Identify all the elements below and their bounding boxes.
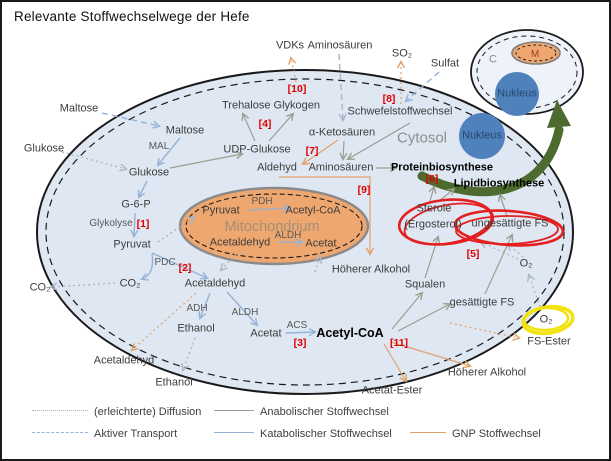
legend-item-gnp: GNP Stoffwechsel (452, 428, 541, 440)
active-transport-arrows (101, 53, 440, 129)
label-acetaldehyd-mito: Acetaldehyd (209, 236, 271, 249)
label-adh-enzyme: ADH (186, 303, 208, 314)
label-alpha-ketosaeuren: α-Ketosäuren (308, 126, 376, 139)
label-proteinbiosynthese: Proteinbiosynthese (390, 161, 494, 174)
marker-2: [2] (178, 261, 192, 274)
label-maltose-in: Maltose (165, 124, 205, 137)
legend-line-gnp (410, 432, 446, 433)
marker-7: [7] (305, 144, 319, 157)
label-ergosterol: (Ergosterol) (404, 218, 462, 231)
legend-item-active-transport: Aktiver Transport (94, 428, 178, 440)
legend-line-catabolic (214, 432, 254, 433)
label-aldh-cytosol-enzyme: ALDH (231, 307, 259, 318)
label-sterole: Sterole (416, 202, 452, 215)
daughter-mitochondrion (511, 41, 561, 65)
label-glukose-in: Glukose (128, 166, 170, 179)
daughter-mitochondrion-inner (515, 44, 557, 62)
label-glykolyse: Glykolyse (89, 218, 133, 229)
label-co2-out: CO₂ (29, 281, 51, 294)
label-nukleus-mother: Nukleus (462, 129, 502, 142)
label-o2-out: O₂ (539, 313, 553, 326)
label-cytosol: Cytosol (396, 129, 448, 147)
label-aldehyd: Aldehyd (257, 161, 297, 174)
legend-line-anabolic (214, 410, 254, 411)
marker-3: [3] (293, 336, 307, 349)
marker-9: [9] (357, 183, 371, 196)
label-acetyl-coa-mito: Acetyl-CoA (285, 204, 341, 217)
label-ethanol-in: Ethanol (177, 322, 215, 335)
label-so2-out: SO₂ (391, 47, 413, 60)
catabolic-arrows (130, 137, 317, 337)
label-acetat-mito: Acetat (305, 237, 337, 250)
marker-11: [11] (389, 336, 409, 349)
annotation-yellow-circle-o2 (521, 304, 575, 336)
legend-line-diffusion (32, 410, 88, 411)
nucleus-large (459, 113, 505, 159)
label-acetaldehyd-cytosol: Acetaldehyd (184, 277, 246, 290)
legend-item-diffusion: (erleichterte) Diffusion (94, 406, 202, 418)
mitochondrion-inner-membrane (185, 193, 363, 259)
marker-5: [5] (466, 247, 480, 260)
label-daughter-cytosol: C (489, 53, 497, 66)
label-ethanol-out: Ethanol (155, 376, 193, 389)
label-o2-in: O₂ (519, 257, 533, 270)
label-gesaettigte-fs: gesättigte FS (449, 296, 515, 309)
label-acs-enzyme: ACS (286, 320, 308, 331)
gnp-arrows (130, 56, 521, 383)
marker-8: [8] (382, 92, 396, 105)
label-aldh-mito-enzyme: ALDH (274, 230, 302, 241)
label-aminosaeuren-in: Aminosäuren (308, 161, 374, 174)
label-squalen: Squalen (404, 278, 446, 291)
label-pdh-enzyme: PDH (251, 196, 273, 207)
label-glukose-out: Glukose (23, 142, 65, 155)
label-schwefelstoffwechsel: Schwefelstoffwechsel (347, 105, 453, 118)
label-mal-enzyme: MAL (148, 141, 170, 152)
mitochondrion-body (178, 186, 370, 266)
legend-line-active-transport (32, 432, 88, 433)
label-co2-in: CO₂ (119, 277, 141, 290)
budding-arrow (417, 100, 571, 197)
label-maltose-out: Maltose (59, 102, 99, 115)
diagram-title: Relevante Stoffwechselwege der Hefe (14, 9, 250, 24)
legend-item-catabolic: Katabolischer Stoffwechsel (260, 428, 392, 440)
marker-4: [4] (258, 117, 272, 130)
label-acetat-ester: Acetat-Ester (361, 384, 423, 397)
annotation-red-circle-unsaturated-fs (453, 209, 565, 247)
label-aminosaeuren-out: Aminosäuren (307, 39, 373, 52)
marker-6: [6] (425, 172, 439, 185)
label-ungesaettigte-fs: ungesättigte FS (471, 217, 549, 230)
nucleus-daughter (495, 72, 539, 116)
legend-item-anabolic: Anabolischer Stoffwechsel (260, 406, 389, 418)
marker-10: [10] (287, 82, 307, 95)
label-acetaldehyd-out: Acetaldehyd (93, 354, 155, 367)
label-mitochondrium: Mitochondrium (224, 218, 320, 235)
label-pdc-enzyme: PDC (154, 257, 176, 268)
label-hoeherer-alkohol-in: Höherer Alkohol (331, 263, 411, 276)
label-acetyl-coa-cytosol: Acetyl-CoA (316, 325, 384, 340)
label-fs-ester: FS-Ester (527, 335, 571, 348)
label-nukleus-daughter: Nukleus (497, 87, 537, 100)
label-daughter-mitochondrium: M (530, 49, 540, 60)
label-lipidbiosynthese: Lipidbiosynthese (453, 177, 545, 190)
marker-1: [1] (136, 217, 150, 230)
label-vdks: VDKs (275, 39, 305, 52)
label-trehalose-glykogen: Trehalose Glykogen (221, 99, 321, 112)
label-pyruvat-cytosol: Pyruvat (113, 238, 151, 251)
label-sulfat: Sulfat (430, 57, 460, 70)
label-g6p: G-6-P (121, 198, 151, 211)
label-pyruvat-mito: Pyruvat (202, 204, 240, 217)
label-udp-glukose: UDP-Glukose (223, 143, 291, 156)
label-acetat-cytosol: Acetat (250, 327, 282, 340)
label-hoeherer-alkohol-out: Höherer Alkohol (447, 366, 527, 379)
